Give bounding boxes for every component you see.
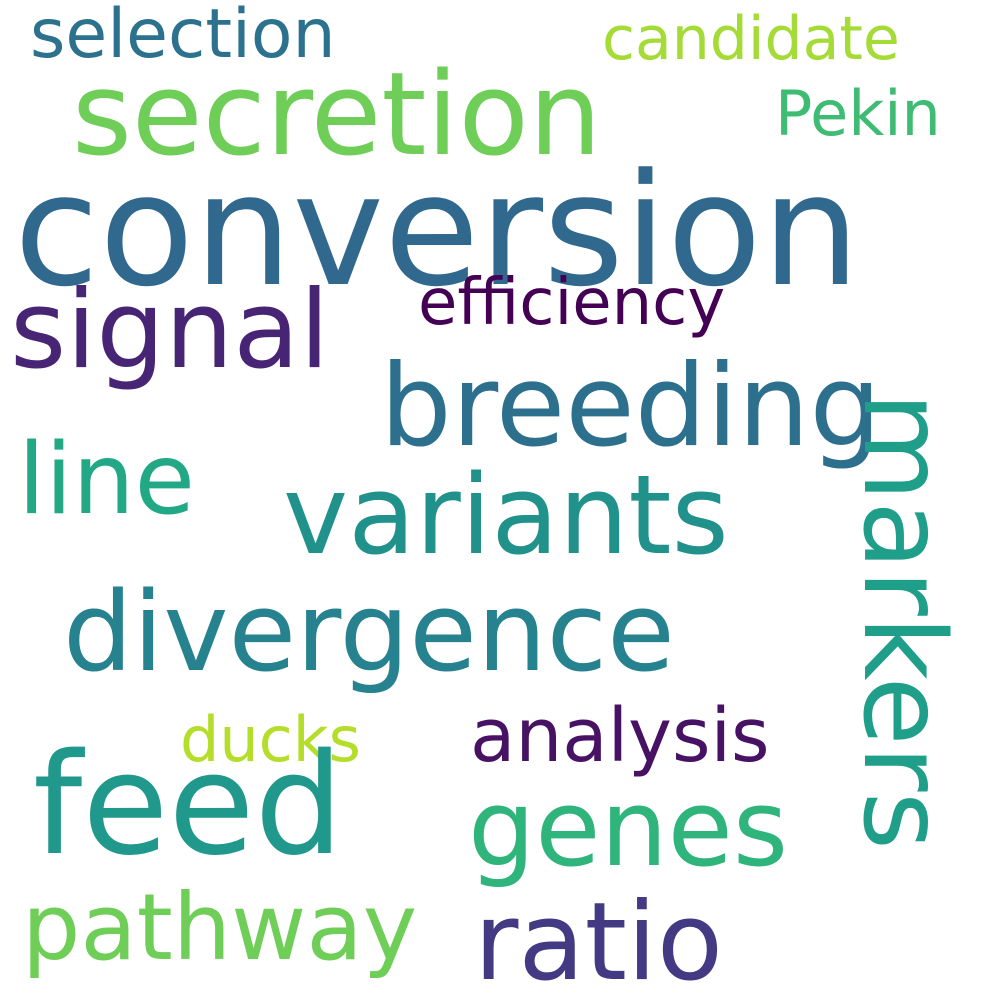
word-ratio: ratio [474,880,724,1000]
word-divergence: divergence [63,568,675,696]
word-genes: genes [468,767,789,890]
word-breeding: breeding [380,340,882,472]
word-feed: feed [33,724,344,887]
word-variants: variants [283,451,729,579]
word-markers: markers [838,392,968,850]
word-analysis: analysis [470,693,770,779]
word-candidate: candidate [602,4,900,74]
word-conversion: conversion [14,140,860,321]
word-efficiency: efficiency [418,266,726,340]
word-signal: signal [10,268,330,393]
word-pathway: pathway [22,874,418,981]
word-selection: selection [30,0,336,74]
word-secretion: secretion [72,48,602,182]
word-ducks: ducks [180,703,361,776]
word-line: line [18,423,195,537]
word-pekin: Pekin [775,77,941,150]
